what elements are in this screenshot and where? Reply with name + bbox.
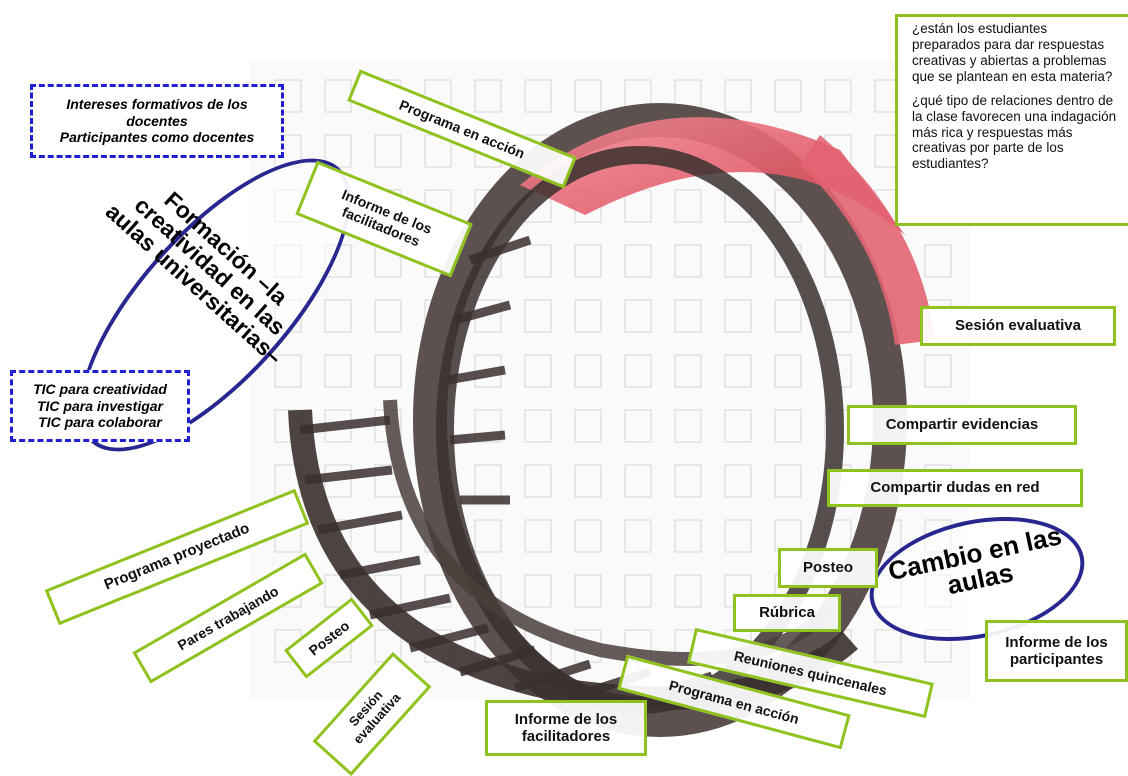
building-window bbox=[474, 409, 502, 443]
building-window bbox=[774, 299, 802, 333]
building-window bbox=[574, 299, 602, 333]
building-window bbox=[274, 354, 302, 388]
building-window bbox=[524, 79, 552, 113]
building-window bbox=[824, 79, 852, 113]
ring-rung bbox=[453, 300, 512, 325]
ring-rung bbox=[339, 555, 421, 580]
label-sesion-evaluativa-right: Sesión evaluativa bbox=[920, 306, 1116, 346]
building-window bbox=[724, 519, 752, 553]
building-window bbox=[724, 409, 752, 443]
building-window bbox=[724, 79, 752, 113]
building-window bbox=[874, 629, 902, 663]
building-window bbox=[424, 574, 452, 608]
docentes-box: Intereses formativos de los docentes Par… bbox=[30, 84, 284, 158]
questions-box: ¿están los estudiantes preparados para d… bbox=[895, 14, 1128, 226]
building-window bbox=[574, 354, 602, 388]
building-window bbox=[574, 574, 602, 608]
building-window bbox=[924, 244, 952, 278]
building-window bbox=[924, 354, 952, 388]
building-window bbox=[674, 189, 702, 223]
building-window bbox=[624, 574, 652, 608]
building-window bbox=[774, 464, 802, 498]
building-window bbox=[524, 354, 552, 388]
building-window bbox=[674, 574, 702, 608]
ring-rung bbox=[299, 415, 391, 435]
building-window bbox=[524, 299, 552, 333]
building-window bbox=[324, 299, 352, 333]
building-window bbox=[374, 299, 402, 333]
building-window bbox=[574, 464, 602, 498]
building-window bbox=[724, 299, 752, 333]
label-compartir-dudas: Compartir dudas en red bbox=[827, 469, 1083, 507]
label-compartir-evidencias: Compartir evidencias bbox=[847, 405, 1077, 445]
question-1: ¿están los estudiantes preparados para d… bbox=[912, 21, 1113, 84]
building-window bbox=[574, 409, 602, 443]
building-window bbox=[524, 574, 552, 608]
building-window bbox=[374, 134, 402, 168]
ring-rung bbox=[408, 623, 490, 653]
building-window bbox=[724, 244, 752, 278]
building-window bbox=[624, 519, 652, 553]
building-window bbox=[674, 299, 702, 333]
ring-rung bbox=[458, 645, 537, 677]
building-window bbox=[674, 354, 702, 388]
building-window bbox=[674, 519, 702, 553]
ring-rung bbox=[317, 510, 403, 535]
building-window bbox=[674, 464, 702, 498]
building-window bbox=[474, 79, 502, 113]
label-posteo-right: Posteo bbox=[778, 548, 878, 588]
building-window bbox=[374, 354, 402, 388]
label-informe-facilitadores-bottom: Informe de los facilitadores bbox=[485, 700, 647, 756]
building-window bbox=[624, 354, 652, 388]
building-window bbox=[574, 79, 602, 113]
building-window bbox=[474, 519, 502, 553]
tic-box: TIC para creatividad TIC para investigar… bbox=[10, 370, 190, 442]
building-window bbox=[774, 354, 802, 388]
building-window bbox=[774, 79, 802, 113]
building-window bbox=[624, 464, 652, 498]
building-window bbox=[524, 519, 552, 553]
building-window bbox=[524, 409, 552, 443]
label-rubrica: Rúbrica bbox=[733, 594, 841, 632]
building-window bbox=[624, 299, 652, 333]
ring-rung bbox=[447, 365, 506, 385]
ring-rung bbox=[369, 593, 451, 620]
question-2: ¿qué tipo de relaciones dentro de la cla… bbox=[912, 92, 1117, 172]
building-window bbox=[724, 464, 752, 498]
ring-rung bbox=[513, 659, 592, 693]
ring-rung bbox=[449, 430, 506, 445]
building-window bbox=[624, 244, 652, 278]
label-informe-participantes: Informe de los participantes bbox=[985, 620, 1128, 682]
building-window bbox=[724, 354, 752, 388]
building-window bbox=[524, 244, 552, 278]
ring-rung bbox=[468, 235, 532, 265]
building-window bbox=[624, 409, 652, 443]
building-window bbox=[674, 244, 702, 278]
ring-rung bbox=[304, 465, 393, 485]
building-window bbox=[574, 244, 602, 278]
building-window bbox=[524, 464, 552, 498]
building-window bbox=[324, 354, 352, 388]
building-window bbox=[574, 519, 602, 553]
building-window bbox=[674, 409, 702, 443]
building-window bbox=[774, 409, 802, 443]
